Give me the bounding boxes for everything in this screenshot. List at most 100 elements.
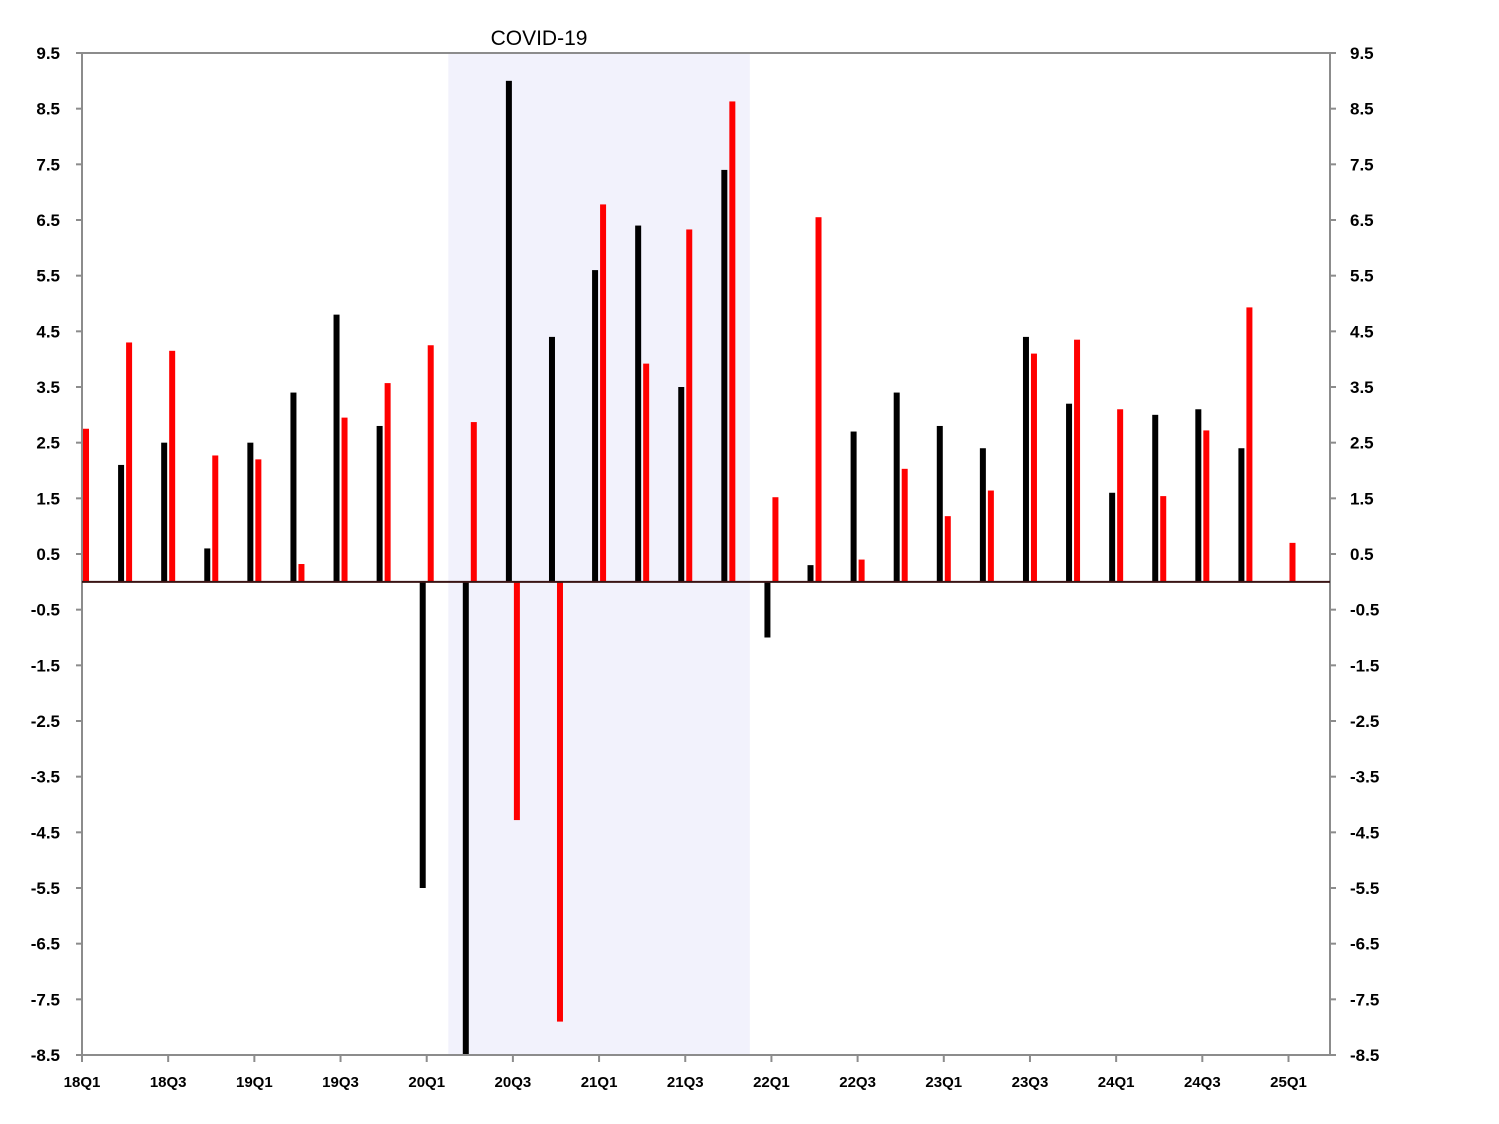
- y-tick-label: 8.5: [36, 100, 60, 119]
- y-tick-label-right: -7.5: [1350, 990, 1379, 1009]
- y-tick-label-right: -4.5: [1350, 823, 1379, 842]
- bar-s1-19Q1: [255, 459, 262, 582]
- bar-s0-18Q4: [204, 548, 211, 582]
- bar-s1-20Q1: [427, 345, 434, 582]
- y-tick-label-right: 3.5: [1350, 378, 1374, 397]
- y-tick-label: 6.5: [36, 211, 60, 230]
- bars-group: [83, 80, 1296, 1055]
- y-tick-label-right: 5.5: [1350, 267, 1374, 286]
- left-y-axis: 9.5 8.5 7.5 6.5 5.5 4.5 3.5 2.5 1.5 0.5 -0.5 -1.5 -2…: [31, 44, 82, 1065]
- y-tick-label-right: -3.5: [1350, 768, 1379, 787]
- y-tick-label: -1.5: [31, 656, 60, 675]
- bar-s0-23Q3: [1022, 336, 1029, 582]
- bar-s1-22Q1: [772, 497, 779, 582]
- bar-s0-23Q1: [936, 425, 943, 582]
- bar-s1-20Q3: [513, 581, 520, 821]
- bar-s1-23Q2: [987, 490, 994, 582]
- y-tick-label-right: -8.5: [1350, 1046, 1379, 1065]
- y-tick-label: 5.5: [36, 267, 60, 286]
- y-tick-label-right: 8.5: [1350, 100, 1374, 119]
- x-axis: 18Q1 18Q3 19Q1 19Q3 20Q1 20Q3 21Q1 21Q3 22Q1 22Q3…: [64, 1055, 1307, 1091]
- bar-s0-24Q1: [1109, 492, 1116, 582]
- y-tick-label: -7.5: [31, 990, 60, 1009]
- bar-s0-22Q3: [850, 431, 857, 582]
- bar-s1-21Q2: [643, 363, 650, 582]
- bar-s1-25Q1: [1289, 542, 1296, 582]
- bar-s1-22Q4: [901, 468, 908, 582]
- y-tick-label-right: -1.5: [1350, 656, 1379, 675]
- bar-s0-21Q4: [721, 169, 728, 582]
- x-tick-label: 23Q1: [925, 1074, 962, 1091]
- y-tick-label: -4.5: [31, 823, 60, 842]
- x-tick-label: 25Q1: [1270, 1074, 1307, 1091]
- bar-s0-22Q4: [893, 392, 900, 582]
- x-tick-label: 22Q3: [839, 1074, 876, 1091]
- bar-s1-18Q2: [126, 342, 133, 582]
- bar-s0-18Q3: [161, 442, 168, 582]
- y-tick-label-right: 2.5: [1350, 434, 1374, 453]
- y-tick-label: 4.5: [36, 322, 60, 341]
- bar-s1-20Q2: [470, 422, 477, 582]
- bar-s1-23Q1: [944, 516, 951, 582]
- bar-s0-23Q4: [1066, 403, 1073, 582]
- bar-s0-18Q2: [118, 464, 125, 582]
- bar-s1-21Q4: [729, 101, 736, 582]
- x-tick-label: 24Q3: [1184, 1074, 1221, 1091]
- y-tick-label: -0.5: [31, 601, 60, 620]
- bar-s0-20Q4: [548, 336, 555, 582]
- x-tick-label: 19Q3: [322, 1074, 359, 1091]
- bar-s1-19Q4: [384, 383, 391, 582]
- y-tick-label: -8.5: [31, 1046, 60, 1065]
- bar-s1-24Q3: [1203, 430, 1210, 582]
- y-tick-label: 3.5: [36, 378, 60, 397]
- y-tick-label-right: -0.5: [1350, 601, 1379, 620]
- y-tick-label: 9.5: [36, 44, 60, 63]
- bar-s0-24Q4: [1238, 448, 1245, 582]
- y-tick-label: 7.5: [36, 155, 60, 174]
- bar-s1-21Q3: [686, 229, 693, 582]
- y-tick-label-right: 0.5: [1350, 545, 1374, 564]
- y-tick-label-right: 6.5: [1350, 211, 1374, 230]
- bar-s0-24Q2: [1152, 414, 1159, 582]
- bar-s1-20Q4: [556, 581, 563, 1022]
- y-tick-label-right: 4.5: [1350, 322, 1374, 341]
- bar-s0-22Q1: [764, 581, 771, 638]
- x-tick-label: 18Q3: [150, 1074, 187, 1091]
- bar-s0-23Q2: [979, 448, 986, 582]
- bar-s0-21Q1: [592, 270, 599, 582]
- y-tick-label-right: 7.5: [1350, 155, 1374, 174]
- bar-s0-24Q3: [1195, 409, 1202, 582]
- x-tick-label: 21Q3: [667, 1074, 704, 1091]
- y-tick-label: -5.5: [31, 879, 60, 898]
- bar-s0-20Q1: [419, 581, 426, 888]
- x-tick-label: 23Q3: [1012, 1074, 1049, 1091]
- y-tick-label: -3.5: [31, 768, 60, 787]
- bar-s1-23Q4: [1074, 339, 1081, 582]
- bar-s1-19Q3: [341, 417, 348, 582]
- y-tick-label-right: 9.5: [1350, 44, 1374, 63]
- bar-s0-19Q1: [247, 442, 254, 582]
- bar-s1-22Q3: [858, 559, 865, 582]
- covid-shaded-region: [448, 53, 750, 1055]
- bar-s0-22Q2: [807, 565, 814, 582]
- bar-s0-19Q3: [333, 314, 340, 582]
- x-tick-label: 20Q3: [495, 1074, 532, 1091]
- bar-s0-21Q2: [635, 225, 642, 582]
- bar-s1-22Q2: [815, 217, 822, 582]
- y-tick-label-right: -5.5: [1350, 879, 1379, 898]
- bar-s0-19Q2: [290, 392, 297, 582]
- x-tick-label: 22Q1: [753, 1074, 790, 1091]
- y-tick-label: 0.5: [36, 545, 60, 564]
- y-tick-label-right: -2.5: [1350, 712, 1379, 731]
- right-y-axis: 9.5 8.5 7.5 6.5 5.5 4.5 3.5 2.5 1.5 0.5 -0.5 -1.5 -2…: [1330, 44, 1379, 1065]
- y-tick-label-right: -6.5: [1350, 935, 1379, 954]
- y-tick-label: -6.5: [31, 935, 60, 954]
- bar-s0-20Q2: [462, 581, 469, 1055]
- covid-annotation: COVID-19: [491, 27, 588, 50]
- bar-s1-24Q4: [1246, 307, 1253, 582]
- bar-s1-24Q1: [1117, 409, 1124, 582]
- bar-s0-21Q3: [678, 387, 685, 582]
- y-tick-label: 2.5: [36, 434, 60, 453]
- x-tick-label: 21Q1: [581, 1074, 618, 1091]
